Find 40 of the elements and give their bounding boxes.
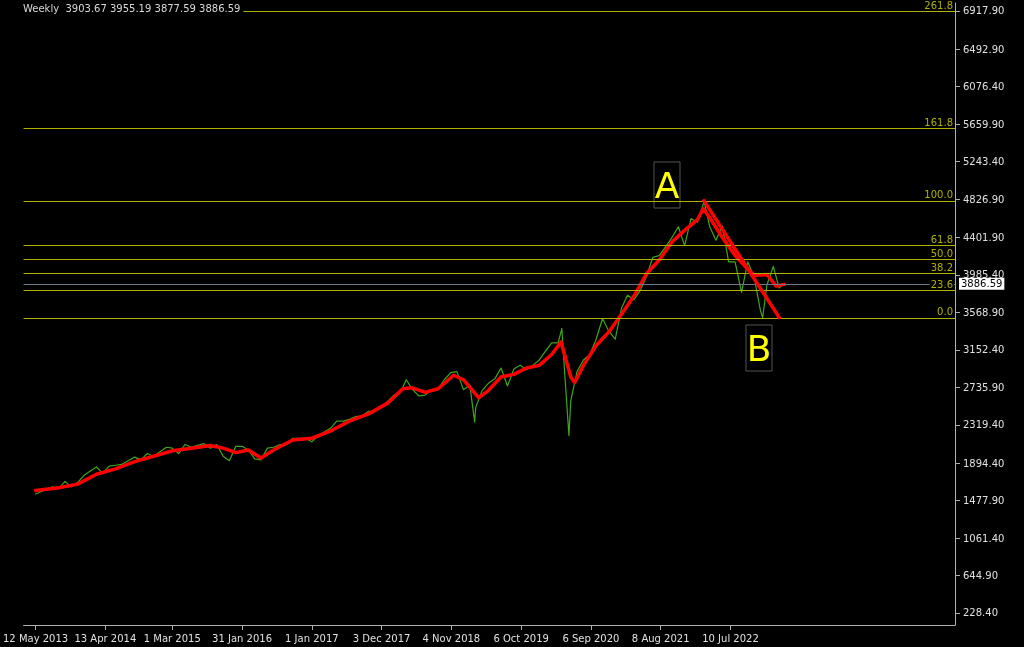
x-tick-label: 31 Jan 2016 [212, 632, 273, 644]
annotation: B [746, 327, 772, 369]
y-tick-label: 228.40 [963, 607, 998, 619]
y-tick-label: 1477.90 [963, 495, 1005, 507]
y-tick-label: 2319.40 [963, 419, 1005, 431]
y-tick-label: 5659.90 [963, 118, 1005, 130]
y-tick-label: 5243.40 [963, 156, 1005, 168]
chart-title: Weekly 3903.67 3955.19 3877.59 3886.59 [23, 2, 241, 14]
ref-line-label: 3886.59 [961, 278, 1003, 290]
x-tick-label: 6 Oct 2019 [493, 632, 549, 644]
y-tick-label: 1061.40 [963, 532, 1005, 544]
ref-line-label: 0.0 [937, 306, 953, 318]
x-tick-label: 1 Jan 2017 [285, 632, 339, 644]
ref-line-label: 50.0 [930, 247, 953, 259]
y-tick-label: 6917.90 [963, 5, 1005, 17]
x-tick-label: 13 Apr 2014 [74, 632, 137, 644]
ref-line-label: 38.2 [930, 261, 953, 273]
ref-line-label: 100.0 [924, 189, 953, 201]
x-tick-label: 8 Aug 2021 [631, 632, 690, 644]
x-tick-label: 4 Nov 2018 [422, 632, 481, 644]
x-tick-label: 1 Mar 2015 [143, 632, 201, 644]
x-tick-label: 3 Dec 2017 [352, 632, 411, 644]
ref-line-label: 23.6 [930, 278, 953, 290]
x-tick-label: 10 Jul 2022 [702, 632, 759, 644]
y-tick-label: 3568.90 [963, 306, 1005, 318]
y-tick-label: 4401.90 [963, 231, 1005, 243]
y-tick-label: 4826.90 [963, 193, 1005, 205]
ref-line-label: 161.8 [924, 117, 953, 129]
y-tick-label: 3152.40 [963, 344, 1005, 356]
y-tick-label: 3985.40 [963, 269, 1005, 281]
x-tick-label: 12 May 2013 [2, 632, 69, 644]
ref-line-label: 61.8 [930, 234, 953, 246]
ref-line-label: 261.8 [924, 0, 953, 12]
y-tick-label: 6076.40 [963, 81, 1005, 93]
y-tick-label: 2735.90 [963, 381, 1005, 393]
y-tick-label: 644.90 [963, 570, 998, 582]
x-tick-label: 6 Sep 2020 [562, 632, 620, 644]
y-tick-label: 1894.40 [963, 457, 1005, 469]
y-tick-label: 6492.90 [963, 43, 1005, 55]
annotation: A [654, 164, 680, 206]
